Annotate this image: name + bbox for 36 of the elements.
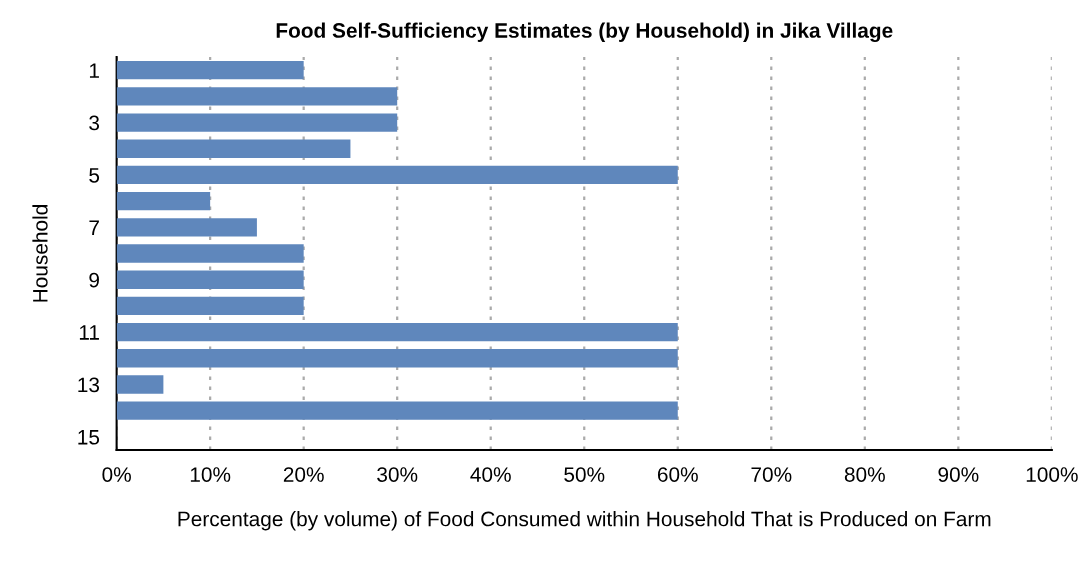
x-tick-label: 90%: [938, 467, 979, 482]
bar: [116, 322, 678, 342]
bar: [116, 296, 304, 316]
bar: [116, 375, 164, 394]
y-axis-title: Household: [32, 205, 48, 302]
y-tick-label: 13: [78, 377, 100, 393]
bar: [116, 401, 678, 420]
bar: [116, 349, 678, 368]
x-tick-label: 10%: [190, 467, 231, 482]
x-tick-label: 50%: [564, 467, 605, 482]
bar: [116, 218, 257, 237]
bar: [116, 87, 398, 106]
bar: [116, 139, 351, 158]
bar: [116, 165, 678, 185]
y-tick-label: 11: [79, 325, 99, 340]
x-tick-label: 0%: [102, 467, 131, 482]
bar: [116, 191, 211, 211]
bar: [116, 61, 304, 80]
y-tick-label: 7: [89, 220, 99, 235]
x-tick-label: 30%: [377, 467, 418, 482]
x-tick-label: 70%: [751, 467, 792, 482]
x-axis-title: Percentage (by volume) of Food Consumed within Household That is Produced on Farm: [178, 511, 991, 531]
y-tick-label: 15: [78, 430, 100, 445]
bar: [116, 244, 304, 263]
chart-title: Food Self-Sufficiency Estimates (by Household) in Jika Village: [276, 22, 893, 43]
y-tick-label: 3: [89, 115, 100, 131]
y-tick-label: 1: [89, 63, 99, 78]
x-tick-label: 40%: [470, 467, 511, 482]
x-tick-label: 100%: [1026, 467, 1078, 482]
y-tick-label: 5: [89, 168, 100, 183]
x-tick-label: 20%: [283, 467, 324, 482]
bar: [116, 270, 304, 289]
y-tick-label: 9: [89, 272, 99, 288]
bar: [116, 113, 398, 132]
x-tick-label: 80%: [844, 467, 885, 482]
x-tick-label: 60%: [657, 467, 698, 482]
